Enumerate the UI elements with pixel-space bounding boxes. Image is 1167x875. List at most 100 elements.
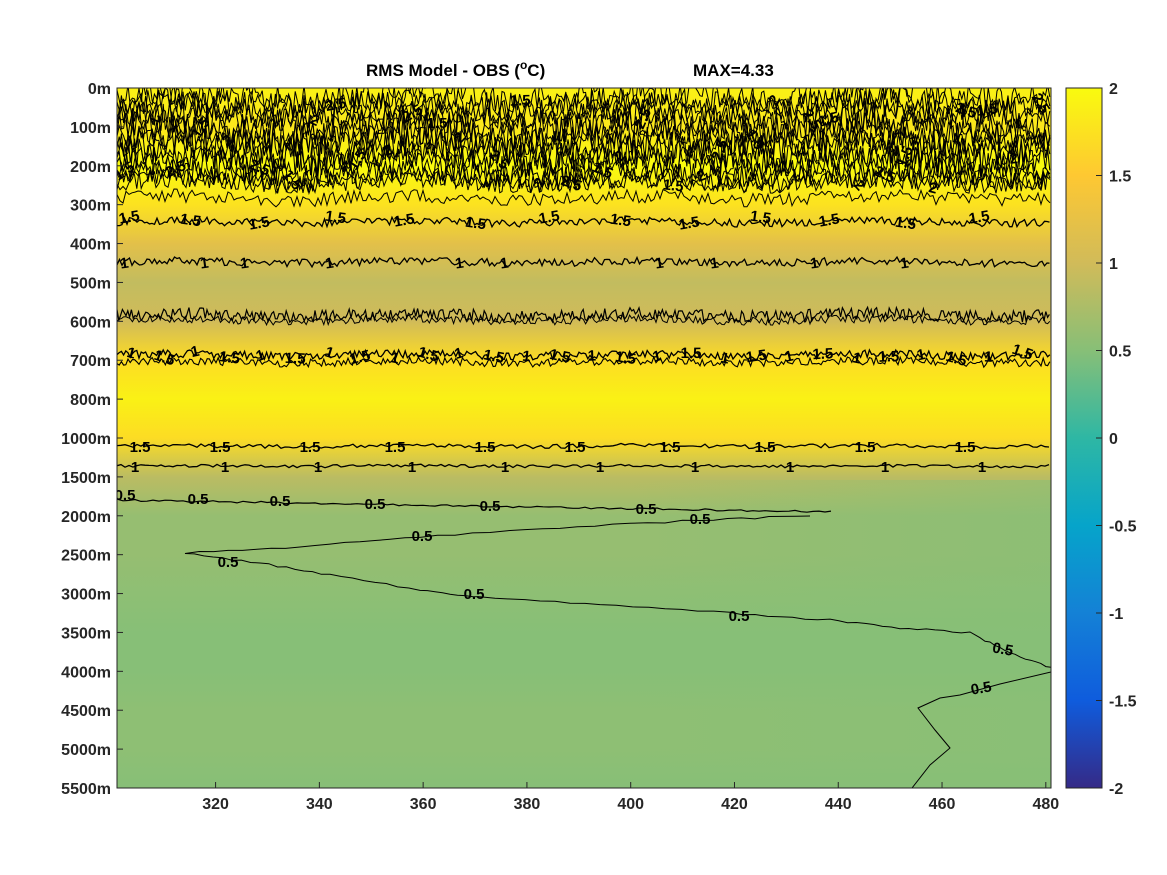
contour-label: 1.5 [878, 348, 900, 366]
heatmap-deep-tint [117, 480, 1051, 788]
contour-label: 1 [189, 343, 201, 361]
contour-line [117, 188, 1051, 208]
contour-label: 1.5 [284, 350, 305, 368]
x-tick-label: 360 [410, 796, 437, 813]
contour-label: 1 [899, 255, 910, 273]
contour-label: 1.5 [609, 211, 632, 231]
y-tick-label: 200m [70, 159, 111, 176]
contour-label: 1 [651, 347, 663, 366]
contour-label: 1.5 [677, 213, 700, 233]
y-tick-label: 5000m [61, 742, 111, 759]
contour-label: 1.5 [681, 345, 702, 362]
contour-line [184, 515, 1051, 668]
contour-lines [117, 88, 1051, 788]
contour-line [117, 305, 1050, 324]
contour-line [117, 108, 1051, 148]
contour-label: 1 [783, 347, 795, 365]
contour-label: 1.5 [614, 348, 637, 368]
contour-label: 0.5 [218, 554, 239, 571]
contour-label: 1 [978, 459, 986, 476]
x-tick-label: 420 [721, 796, 748, 813]
contour-label: 1 [709, 255, 720, 273]
contour-label: 1 [499, 255, 510, 273]
colorbar-tick-label: 0.5 [1109, 344, 1131, 361]
contour-label: 0.5 [729, 608, 750, 625]
y-tick-label: 700m [70, 353, 111, 370]
contour-label: 1 [654, 255, 665, 273]
y-tick-label: 4000m [61, 664, 111, 681]
contour-label: 1 [501, 459, 509, 476]
contour-label: 1.5 [348, 347, 372, 368]
y-tick-label: 5500m [61, 781, 111, 798]
contour-label: 1.5 [976, 100, 999, 120]
contour-label: 1 [587, 347, 596, 364]
y-tick-label: 1500m [61, 470, 111, 487]
x-tick-label: 340 [306, 796, 333, 813]
contour-label: 2 [927, 179, 939, 197]
contour-label: 1.5 [812, 345, 834, 363]
contour-label: 1 [521, 348, 531, 366]
contour-label: 1.5 [300, 439, 321, 456]
contour-label: 1.5 [817, 210, 840, 230]
contour-line [117, 144, 1051, 192]
x-axis: 320 340 360 380 400 420 440 460 480 [202, 782, 1059, 813]
colorbar-tick-label: 1.5 [1109, 169, 1131, 186]
contour-label: 1.5 [152, 347, 177, 370]
contour-label: 1.5 [427, 115, 448, 132]
colorbar-tick-label: -2 [1109, 781, 1123, 798]
contour-label: 1.5 [482, 346, 506, 367]
colorbar-tick-label: -1.5 [1109, 694, 1137, 711]
contour-label: 1.5 [955, 439, 976, 456]
contour-label: 1.5 [392, 210, 415, 230]
contour-label: 1.5 [509, 92, 530, 110]
y-tick-label: 2000m [61, 509, 111, 526]
contour-line [117, 255, 1050, 269]
contour-label: 2.5 [324, 95, 347, 115]
y-tick-label: 4500m [61, 703, 111, 720]
colorbar-tick-label: -0.5 [1109, 519, 1137, 536]
contour-line [117, 355, 1051, 369]
y-tick-label: 0m [88, 81, 111, 98]
x-tick-label: 380 [514, 796, 541, 813]
contour-label: 2.5 [953, 99, 978, 122]
max-label: MAX=4.33 [693, 61, 774, 80]
contour-line [117, 498, 832, 513]
contour-label: 0.5 [969, 678, 992, 698]
contour-label: 1.5 [565, 439, 586, 456]
y-axis: 0m 100m 200m 300m 400m 500m 600m 700m 800m 1000m 1… [61, 81, 123, 798]
contour-label: 1.5 [475, 439, 496, 456]
contour-label: 1.5 [385, 439, 406, 456]
contour-line [117, 442, 1050, 450]
contour-line [117, 88, 1051, 120]
contour-label: 1.5 [537, 207, 560, 227]
contour-label: 2.5 [872, 163, 898, 187]
contour-label: 1.5 [218, 348, 241, 368]
contour-label: 1.5 [324, 208, 347, 228]
contour-label: 0.5 [480, 498, 501, 515]
contour-line [117, 463, 1050, 469]
contour-label: 1.5 [1010, 341, 1035, 364]
x-tick-label: 440 [825, 796, 852, 813]
y-tick-label: 3000m [61, 587, 111, 604]
contour-label: 1.5 [749, 208, 772, 228]
y-tick-label: 100m [70, 120, 111, 137]
contour-label: 1.5 [662, 176, 685, 195]
y-tick-label: 400m [70, 237, 111, 254]
contour-label: 1 [915, 346, 926, 364]
y-tick-label: 3500m [61, 625, 111, 642]
contour-label: 1.5 [755, 439, 776, 456]
contour-label: 1.5 [816, 109, 841, 131]
y-tick-label: 2500m [61, 548, 111, 565]
contour-label: 1.5 [660, 439, 681, 456]
contour-label: 1 [324, 255, 335, 273]
contour-label: 1.5 [130, 439, 151, 456]
contour-label: 1.5 [210, 439, 231, 456]
contour-label: 1 [719, 349, 730, 367]
contour-label: 1.5 [548, 346, 572, 367]
y-tick-label: 500m [70, 275, 111, 292]
contour-label: 1 [199, 255, 210, 273]
x-tick-label: 400 [617, 796, 644, 813]
contour-label: 1.5 [894, 214, 917, 234]
contour-label: 0.5 [115, 487, 136, 504]
